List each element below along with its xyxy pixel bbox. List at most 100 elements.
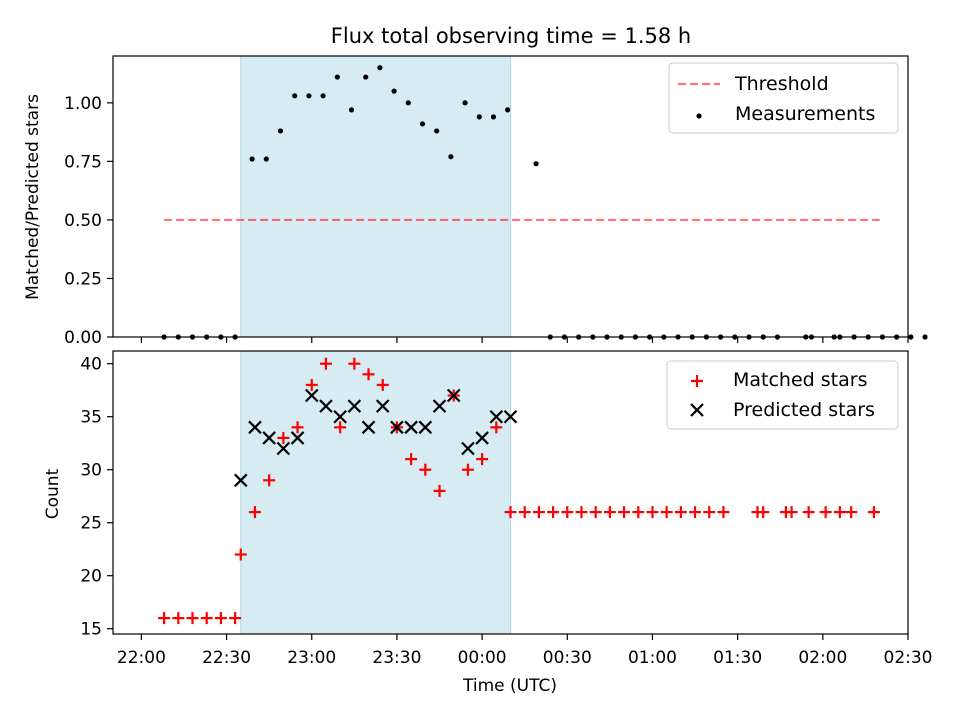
- top-y-tick-label: 0.00: [64, 328, 102, 348]
- matched-stars-point: [589, 506, 602, 519]
- bottom-x-tick-label: 00:30: [543, 648, 592, 668]
- matched-stars-point: [234, 548, 247, 561]
- matched-stars-point: [334, 421, 347, 434]
- predicted-stars-point: [248, 420, 262, 435]
- measurement-point: [405, 100, 411, 106]
- matched-stars-point: [200, 612, 213, 625]
- matched-stars-point: [717, 506, 730, 519]
- measurement-point: [505, 107, 511, 113]
- top-y-tick-label: 0.25: [64, 269, 102, 289]
- predicted-stars-point: [489, 409, 504, 424]
- matched-stars-point: [603, 506, 616, 519]
- predicted-stars-point: [347, 399, 362, 413]
- matched-stars-point: [547, 506, 560, 519]
- bottom-plot-frame: [112, 350, 909, 635]
- measurement-point: [348, 107, 355, 113]
- top-x-ticks: [140, 337, 909, 343]
- bottom-x-tick-label: 01:30: [713, 648, 762, 668]
- bottom-x-tick-label: 02:30: [884, 648, 933, 668]
- predicted-stars-series: [233, 388, 518, 488]
- matched-stars-point: [575, 506, 588, 519]
- legend-matched-label: Matched stars: [733, 369, 867, 391]
- matched-stars-point: [802, 506, 815, 519]
- legend-matched-swatch: [691, 375, 703, 387]
- bottom-x-tick-label: 02:00: [798, 648, 847, 668]
- observing-span-top: [240, 55, 511, 338]
- bottom-y-tick-label: 35: [80, 408, 102, 428]
- top-y-tick-label: 1.00: [64, 94, 102, 114]
- predicted-stars-point: [361, 420, 376, 435]
- matched-stars-point: [319, 357, 332, 370]
- measurement-point: [292, 93, 298, 99]
- matched-stars-point: [405, 453, 418, 466]
- measurement-point: [334, 74, 340, 80]
- predicted-stars-point: [290, 431, 305, 445]
- matched-stars-point: [674, 506, 687, 519]
- matched-stars-point: [785, 506, 798, 519]
- measurement-point: [922, 334, 928, 340]
- bottom-y-tick-label: 15: [80, 620, 102, 640]
- bottom-y-ticks: 15 20 25 30 35 40: [80, 355, 113, 640]
- matched-stars-point: [476, 453, 489, 466]
- matched-stars-point: [229, 612, 242, 625]
- top-legend: Threshold Measurements: [668, 62, 899, 134]
- matched-stars-point: [632, 506, 645, 519]
- matched-stars-point: [660, 506, 673, 519]
- bottom-legend: Matched stars Predicted stars: [666, 360, 899, 430]
- legend-measurements-label: Measurements: [735, 103, 875, 125]
- matched-stars-point: [689, 506, 702, 519]
- matched-stars-point: [757, 506, 770, 519]
- matched-stars-point: [433, 484, 446, 497]
- top-y-ticks: 0.00 0.25 0.50 0.75 1.00: [64, 94, 113, 348]
- matched-stars-point: [819, 506, 832, 519]
- predicted-stars-point: [276, 441, 291, 456]
- predicted-stars-point: [333, 409, 347, 424]
- measurement-point: [908, 334, 914, 340]
- bottom-x-tick-label: 23:00: [287, 648, 336, 668]
- legend-predicted-swatch: [690, 403, 704, 417]
- predicted-stars-point: [404, 420, 418, 435]
- measurement-point: [419, 121, 426, 127]
- matched-stars-point: [263, 474, 276, 487]
- predicted-stars-point: [375, 399, 390, 413]
- measurement-point: [363, 74, 369, 80]
- chart-title: Flux total observing time = 1.58 h: [331, 24, 691, 48]
- matched-stars-point: [419, 463, 432, 476]
- svg-text:Matched/Predicted stars: Matched/Predicted stars: [23, 94, 43, 300]
- measurement-point: [490, 114, 497, 120]
- measurements-series: [161, 65, 928, 340]
- predicted-stars-point: [461, 441, 475, 456]
- matched-stars-point: [248, 506, 261, 519]
- legend-measurements-swatch: [696, 113, 702, 119]
- predicted-stars-point: [503, 409, 518, 424]
- matched-stars-point: [291, 421, 304, 434]
- measurement-point: [533, 161, 539, 167]
- matched-stars-point: [158, 612, 171, 625]
- matched-stars-point: [362, 368, 375, 381]
- matched-stars-point: [867, 506, 880, 519]
- matched-stars-point: [461, 463, 474, 476]
- predicted-stars-point: [390, 420, 404, 435]
- matched-stars-point: [376, 378, 389, 391]
- bottom-x-tick-label: 01:00: [628, 648, 677, 668]
- matched-stars-point: [561, 506, 574, 519]
- matched-stars-point: [277, 431, 290, 444]
- predicted-stars-point: [475, 431, 489, 445]
- measurement-point: [391, 88, 397, 94]
- measurement-point: [434, 128, 440, 134]
- matched-stars-point: [703, 506, 716, 519]
- bottom-x-ticks: 22:00 22:30 23:00 23:30 00:00 00:30 01:00 01:30…: [117, 634, 933, 668]
- matched-stars-point: [532, 506, 545, 519]
- matched-stars-point: [504, 506, 517, 519]
- predicted-stars-point: [418, 420, 433, 435]
- measurement-point: [263, 156, 269, 162]
- svg-text:Count: Count: [43, 468, 63, 519]
- top-plot-frame: [112, 55, 909, 338]
- matched-stars-series: [158, 357, 880, 625]
- matched-stars-point: [833, 506, 846, 519]
- bottom-x-tick-label: 00:00: [458, 648, 507, 668]
- matched-stars-point: [305, 378, 318, 391]
- bottom-y-tick-label: 25: [80, 514, 102, 534]
- predicted-stars-point: [432, 399, 447, 413]
